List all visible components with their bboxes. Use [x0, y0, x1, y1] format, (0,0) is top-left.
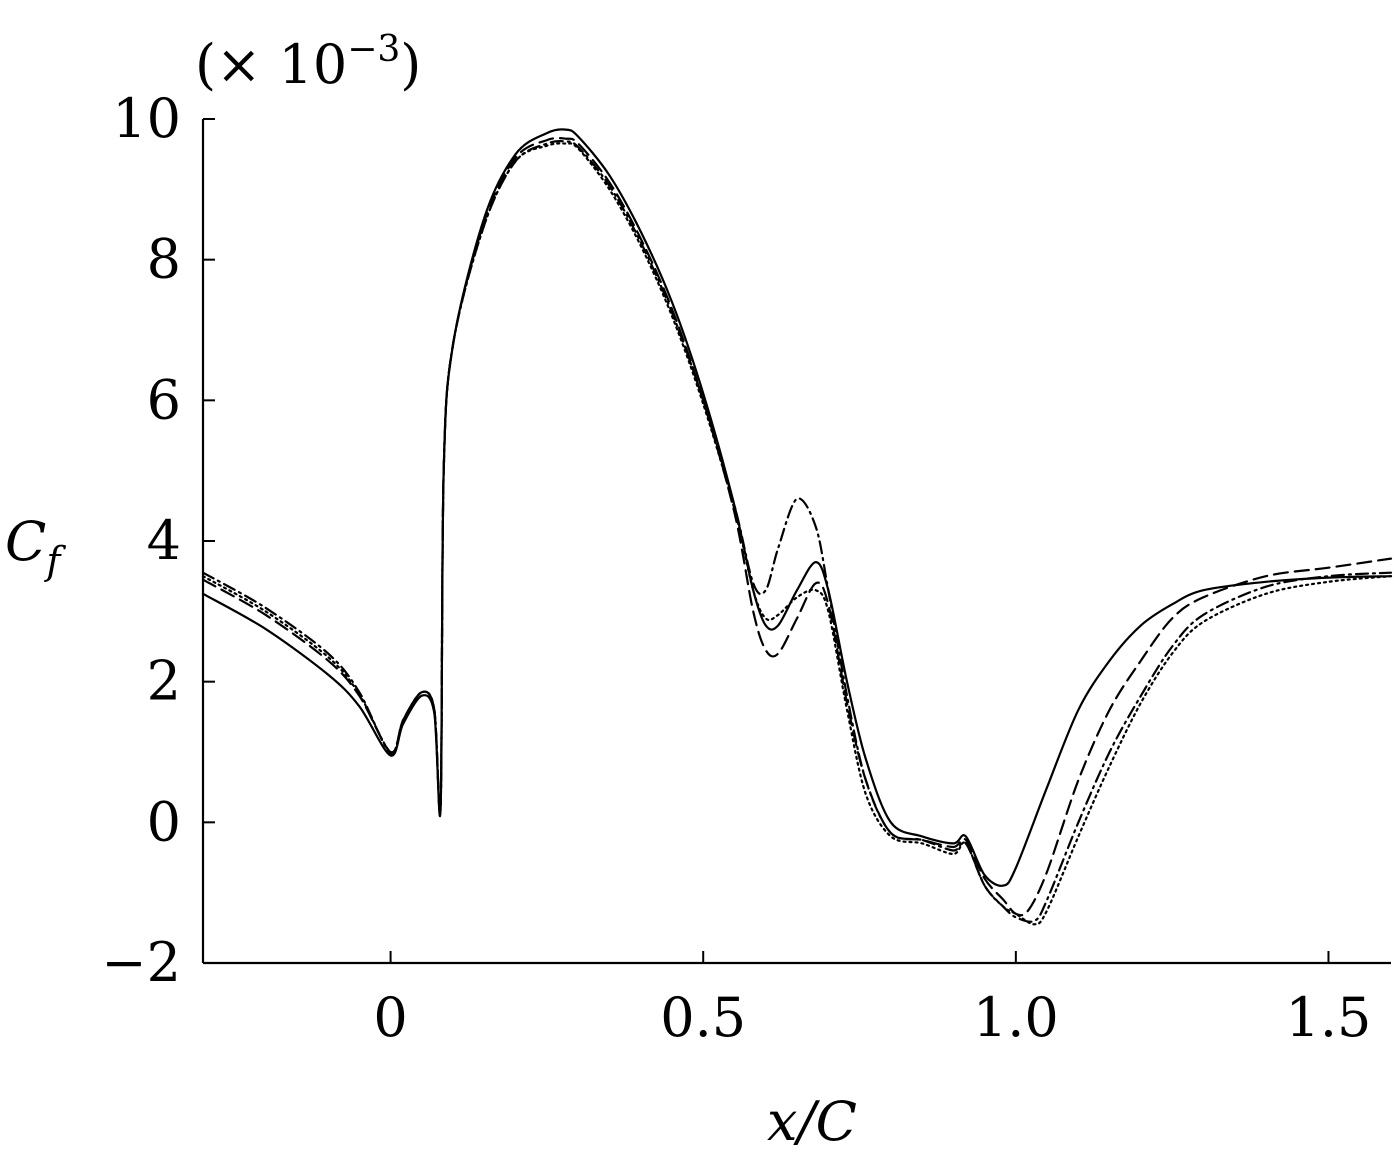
y-scale-note: (× 10−3) [195, 29, 421, 96]
y-tick-label: 2 [147, 650, 181, 713]
series-layer [201, 128, 1393, 926]
series-line-dash-dot [201, 139, 1393, 923]
x-tick-label: 1.5 [1286, 986, 1372, 1049]
series-line-solid [201, 128, 1393, 887]
series-line-dotted [201, 142, 1393, 926]
y-tick-label: 0 [147, 790, 181, 853]
y-axis-label: Cf [5, 510, 66, 583]
series-line-dashed [201, 136, 1393, 917]
axes: −2 0 2 4 6 8 10 0 0.5 1.0 1.5 [101, 87, 1391, 1049]
y-tick-label: 6 [147, 368, 181, 431]
x-tick-label: 0.5 [660, 986, 746, 1049]
y-tick-label: 8 [147, 228, 181, 291]
x-tick-label: 0 [373, 986, 407, 1049]
x-axis-label: x/C [767, 1090, 857, 1153]
x-tick-label: 1.0 [973, 986, 1059, 1049]
y-tick-label: −2 [101, 931, 181, 994]
y-tick-label: 4 [147, 509, 181, 572]
y-tick-label: 10 [112, 87, 181, 150]
